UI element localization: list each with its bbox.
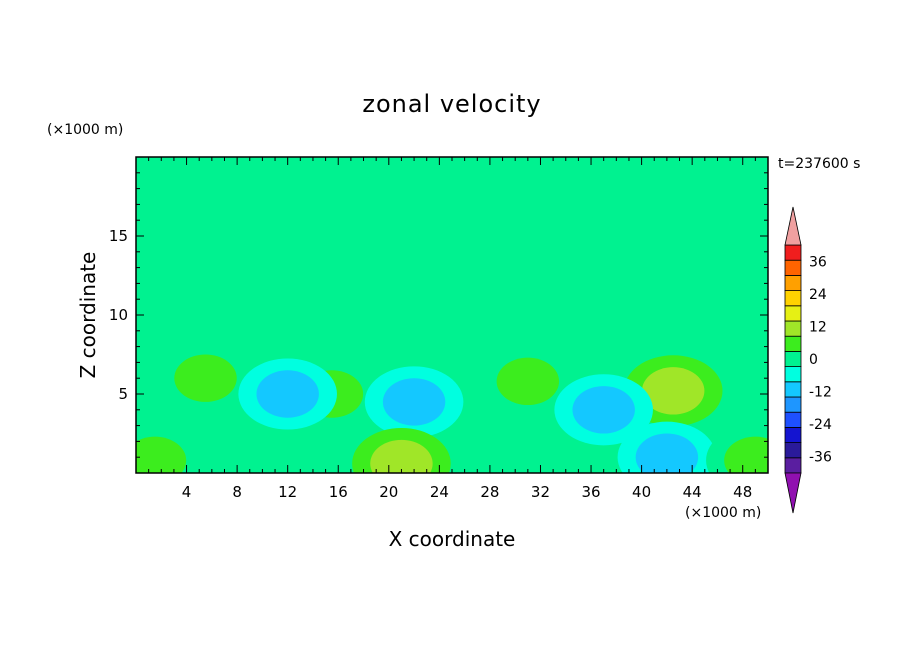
contour-region-core [724, 436, 768, 473]
x-tick-label: 4 [182, 483, 192, 501]
x-tick-label: 40 [632, 483, 651, 501]
colorbar-tick-label: 12 [809, 319, 827, 335]
colorbar-swatch [784, 274, 802, 291]
x-tick-label: 8 [232, 483, 242, 501]
x-axis: 4 8 12 16 20 24 28 32 36 40 44 48 [148, 157, 756, 501]
contour-region-core [635, 433, 699, 473]
y-unit-label: (×1000 m) [47, 122, 123, 138]
chart-title: zonal velocity [362, 90, 541, 118]
colorbar-swatch [784, 381, 802, 398]
x-tick-label: 36 [581, 483, 600, 501]
colorbar-swatch [784, 320, 802, 337]
colorbar-under-arrow [784, 472, 802, 514]
x-tick-label: 24 [430, 483, 449, 501]
x-tick-label: 12 [278, 483, 297, 501]
x-unit-label: (×1000 m) [685, 505, 761, 521]
colorbar-over-arrow [784, 206, 802, 246]
colorbar-swatch [784, 457, 802, 474]
contour-field [136, 157, 768, 473]
colorbar-swatch [784, 411, 802, 428]
colorbar-tick-label: 0 [809, 352, 818, 368]
contour-region-core [370, 439, 433, 473]
colorbar-swatch [784, 305, 802, 322]
x-tick-label: 28 [480, 483, 499, 501]
colorbar-swatch [784, 396, 802, 413]
contour-region-core [641, 367, 705, 415]
contour-region-core [256, 370, 319, 418]
contour-region-core [496, 357, 560, 406]
contour-region-core [136, 436, 187, 473]
colorbar-swatch [784, 442, 802, 459]
y-axis-label: Z coordinate [76, 252, 100, 379]
y-axis: 5 10 15 [109, 172, 768, 458]
colorbar-tick-label: 36 [809, 254, 827, 270]
colorbar-swatch [784, 335, 802, 352]
colorbar: 36 24 12 0 -12 -24 -36 [784, 206, 832, 514]
time-label: t=237600 s [778, 156, 860, 172]
contour-region-core [382, 378, 446, 426]
colorbar-swatch [784, 259, 802, 276]
y-tick-label: 15 [109, 227, 128, 245]
colorbar-tick-label: 24 [809, 287, 827, 303]
y-tick-label: 5 [118, 385, 128, 403]
contour-region-core [572, 386, 635, 434]
colorbar-swatch [784, 244, 802, 261]
colorbar-swatch [784, 350, 802, 367]
x-tick-label: 44 [683, 483, 702, 501]
colorbar-tick-label: -12 [809, 385, 832, 401]
x-tick-label: 20 [379, 483, 398, 501]
contour-region-core [174, 354, 237, 402]
colorbar-swatch [784, 426, 802, 443]
y-tick-label: 10 [109, 306, 128, 324]
colorbar-swatch [784, 290, 802, 307]
colorbar-tick-label: -36 [809, 450, 832, 466]
x-tick-label: 32 [531, 483, 550, 501]
colorbar-swatch [784, 366, 802, 383]
colorbar-tick-label: -24 [809, 417, 832, 433]
x-tick-label: 16 [329, 483, 348, 501]
contour-region-core [483, 259, 547, 308]
x-axis-label: X coordinate [389, 527, 516, 551]
x-tick-label: 48 [733, 483, 752, 501]
contour-region-core [483, 157, 547, 205]
